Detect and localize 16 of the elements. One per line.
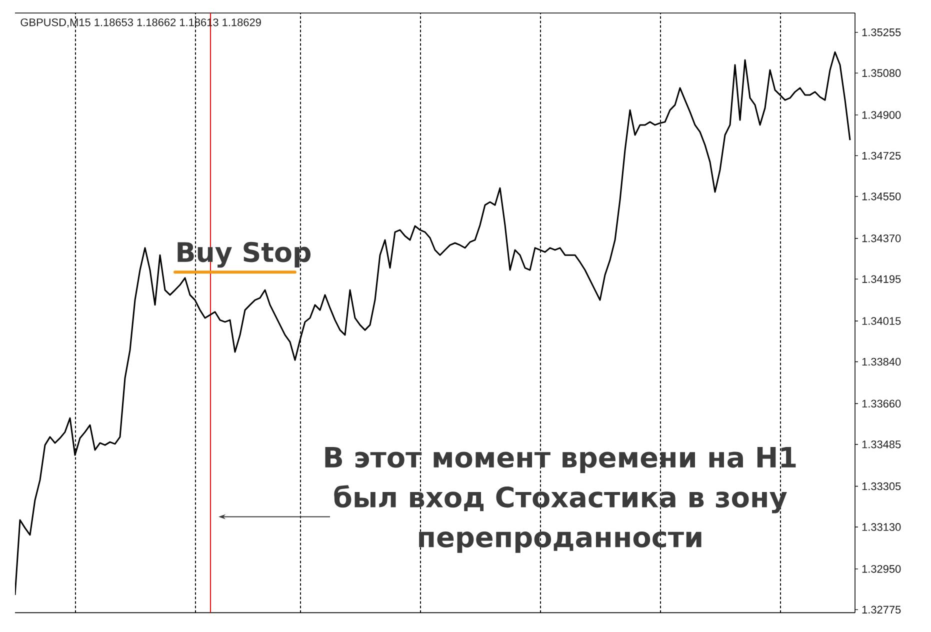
y-tick-label: 1.33305 [862,482,901,490]
y-tick-label: 1.34725 [862,152,901,160]
annotation: В этот момент времени на H1 был вход Стохастика в зону перепроданности [325,447,796,553]
y-tick-label: 1.34550 [862,192,901,200]
y-tick-label: 1.34900 [862,111,901,119]
y-tick-label: 1.32950 [862,565,901,573]
y-tick-label: 1.35080 [862,69,901,77]
y-tick-label: 1.34370 [862,234,901,242]
y-tick-label: 1.33660 [862,400,901,408]
y-tick-label: 1.33130 [862,523,901,531]
y-tick-label: 1.34195 [862,275,901,283]
y-tick-label: 1.33840 [862,358,901,366]
y-tick-label: 1.34015 [862,317,901,325]
y-tick-label: 1.35255 [862,28,901,36]
y-tick-label: 1.32775 [862,606,901,614]
y-tick-label: 1.33485 [862,440,901,448]
